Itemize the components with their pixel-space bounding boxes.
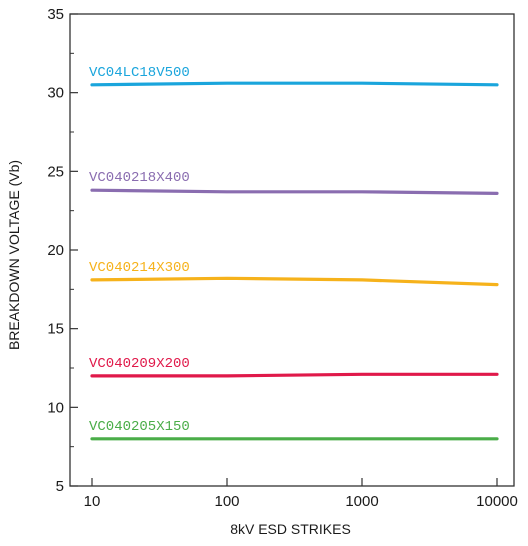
y-tick-label: 15 <box>47 321 64 338</box>
series-layer: VC04LC18V500 VC040218X400 VC040214X300 VC04… <box>89 65 499 441</box>
y-tick-label: 35 <box>47 6 64 23</box>
series-line <box>90 188 499 195</box>
plot-area: 5 10 15 20 25 30 35 10 100 1000 10000 <box>47 6 518 510</box>
series-label: VC040218X400 <box>89 170 190 186</box>
x-tick-label: 10000 <box>476 493 518 510</box>
series-line <box>90 81 499 87</box>
y-tick-label: 5 <box>56 478 64 495</box>
series-line <box>90 372 499 378</box>
x-tick-label: 1000 <box>345 493 378 510</box>
series-label: VC04LC18V500 <box>89 65 190 81</box>
series-line <box>90 276 499 287</box>
x-tick-label: 10 <box>84 493 101 510</box>
x-axis-title: 8kV ESD STRIKES <box>230 521 351 537</box>
series-label: VC040209X200 <box>89 356 190 372</box>
y-tick-label: 25 <box>47 163 64 180</box>
y-tick-label: 30 <box>47 85 64 102</box>
y-axis-title: BREAKDOWN VOLTAGE (Vb) <box>6 160 22 350</box>
series-label: VC040205X150 <box>89 419 190 435</box>
x-tick-label: 100 <box>214 493 239 510</box>
series-label: VC040214X300 <box>89 260 190 276</box>
y-tick-label: 20 <box>47 242 64 259</box>
y-tick-label: 10 <box>47 399 64 416</box>
